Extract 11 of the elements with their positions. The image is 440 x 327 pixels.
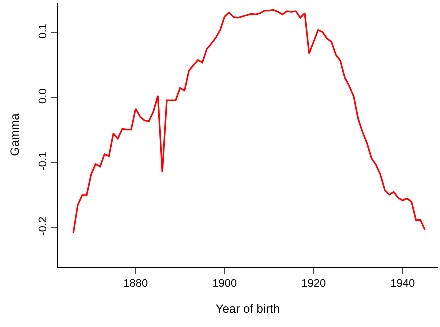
y-tick-label: 0.0: [38, 88, 50, 104]
y-tick-label: -0.2: [38, 216, 50, 236]
x-tick-label: 1900: [212, 278, 238, 290]
x-tick-label: 1940: [390, 278, 416, 290]
x-tick-label: 1880: [124, 278, 148, 290]
y-tick-label: -0.1: [38, 152, 50, 171]
y-tick-label: 0.1: [38, 24, 50, 39]
x-axis-title: Year of birth: [216, 302, 280, 316]
line-series: [72, 9, 426, 234]
y-axis-title: Gamma: [8, 113, 22, 156]
x-tick-label: 1920: [302, 278, 326, 290]
